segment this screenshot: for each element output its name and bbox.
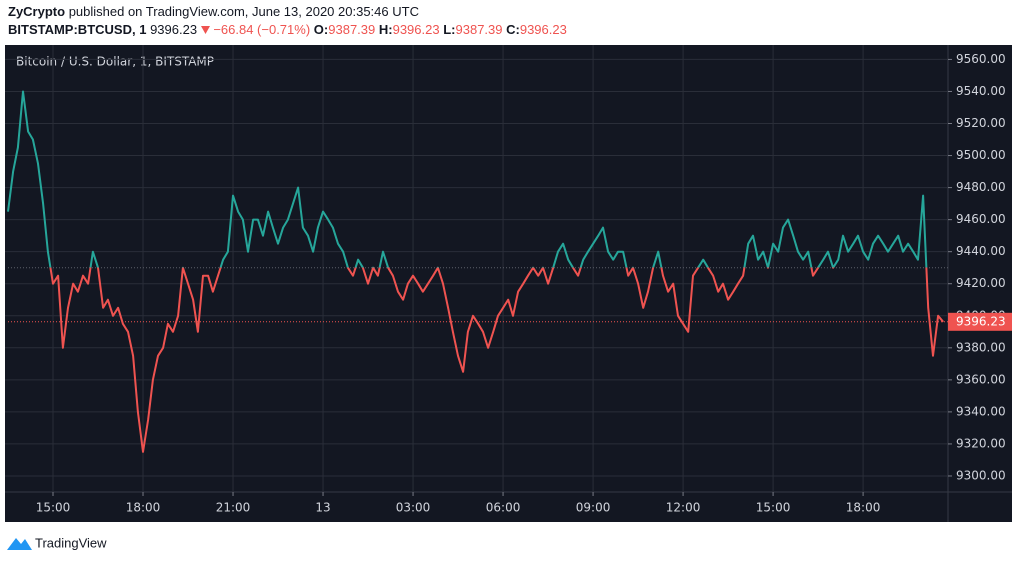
ohlc-value: 9387.39 bbox=[455, 22, 503, 37]
publish-line: ZyCrypto published on TradingView.com, J… bbox=[8, 4, 419, 19]
x-tick-label: 03:00 bbox=[396, 501, 431, 515]
publisher: ZyCrypto bbox=[8, 4, 66, 19]
y-tick-label: 9460.00 bbox=[956, 212, 1006, 226]
x-tick-label: 13 bbox=[315, 501, 330, 515]
down-arrow bbox=[200, 26, 210, 34]
last-price-label: 9396.23 bbox=[956, 314, 1006, 328]
price-line bbox=[7, 90, 944, 453]
logo bbox=[7, 538, 32, 550]
ohlc-label: O: bbox=[313, 22, 329, 37]
last-price-box bbox=[948, 312, 1012, 331]
x-tick-label: 18:00 bbox=[126, 501, 161, 515]
x-tick-label: 15:00 bbox=[756, 501, 791, 515]
x-tick-label: 12:00 bbox=[666, 501, 701, 515]
brand: TradingView bbox=[35, 535, 107, 550]
change: −66.84 (−0.71%) bbox=[213, 22, 311, 37]
y-tick-label: 9480.00 bbox=[956, 180, 1006, 194]
y-tick-label: 9440.00 bbox=[956, 244, 1006, 258]
price: 9396.23 bbox=[150, 22, 198, 37]
y-tick-label: 9500.00 bbox=[956, 148, 1006, 162]
x-tick-label: 15:00 bbox=[36, 501, 71, 515]
x-tick-label: 18:00 bbox=[846, 501, 881, 515]
ohlc-label: H: bbox=[378, 22, 393, 37]
y-tick-label: 9320.00 bbox=[956, 436, 1006, 450]
x-tick-label: 06:00 bbox=[486, 501, 521, 515]
ohlc-value: 9396.23 bbox=[392, 22, 440, 37]
published: published on TradingView.com, June 13, 2… bbox=[68, 4, 419, 19]
quote-line: BITSTAMP:BTCUSD, 1 9396.23 −66.84 (−0.71… bbox=[8, 22, 567, 37]
symbol: BITSTAMP:BTCUSD, 1 bbox=[8, 22, 147, 37]
ohlc-value: 9387.39 bbox=[328, 22, 376, 37]
ohlc-label: L: bbox=[443, 22, 456, 37]
y-tick-label: 9360.00 bbox=[956, 372, 1006, 386]
ohlc: O:9387.39 H:9396.23 L:9387.39 C:9396.23 bbox=[314, 22, 567, 37]
x-tick-label: 21:00 bbox=[216, 501, 251, 515]
ohlc-label: C: bbox=[506, 22, 520, 37]
y-tick-label: 9300.00 bbox=[956, 468, 1006, 482]
y-tick-label: 9560.00 bbox=[956, 52, 1006, 66]
y-tick-label: 9420.00 bbox=[956, 276, 1006, 290]
y-tick-label: 9540.00 bbox=[956, 84, 1006, 98]
ohlc-value: 9396.23 bbox=[519, 22, 567, 37]
y-tick-label: 9520.00 bbox=[956, 116, 1006, 130]
x-tick-label: 09:00 bbox=[576, 501, 611, 515]
chart-title: Bitcoin / U.S. Dollar, 1, BITSTAMP bbox=[16, 55, 214, 69]
y-tick-label: 9380.00 bbox=[956, 340, 1006, 354]
y-tick-label: 9340.00 bbox=[956, 404, 1006, 418]
